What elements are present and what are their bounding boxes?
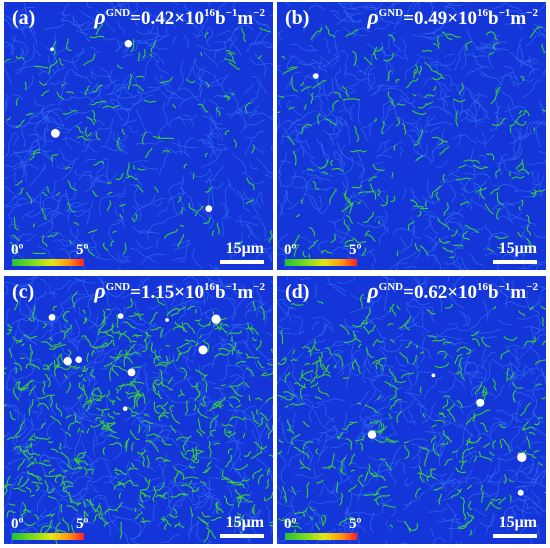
kam-map-panel-a: (a) ρGND=0.42×1016b−1m−2 0º 5º 15μm — [4, 2, 273, 270]
gnd-density-annotation: ρGND=1.15×1016b−1m−2 — [94, 278, 265, 304]
colorbar-max-label: 5º — [349, 516, 362, 532]
scale-bar-label: 15μm — [225, 514, 264, 531]
gnd-density-annotation: ρGND=0.42×1016b−1m−2 — [94, 4, 265, 30]
non-indexed-spot — [517, 489, 524, 496]
non-indexed-spot — [122, 406, 128, 411]
colorbar-min-label: 0º — [284, 242, 297, 258]
non-indexed-spot — [165, 318, 170, 322]
non-indexed-spot — [124, 40, 132, 48]
colorbar-max-label: 5º — [76, 242, 89, 258]
panel-label: (a) — [12, 7, 36, 29]
misorientation-features — [277, 293, 546, 537]
misorientation-colorbar — [12, 259, 84, 266]
scale-bar — [220, 534, 264, 538]
scale-bar-label: 15μm — [498, 240, 537, 257]
non-indexed-spot — [50, 47, 54, 51]
colorbar-max-label: 5º — [349, 242, 362, 258]
map-background — [4, 2, 273, 270]
gnd-density-annotation: ρGND=0.62×1016b−1m−2 — [367, 278, 538, 304]
non-indexed-spot — [431, 373, 436, 378]
misorientation-features — [4, 23, 273, 257]
kam-map-image — [4, 2, 273, 270]
misorientation-colorbar — [285, 533, 357, 540]
non-indexed-spot — [117, 313, 124, 319]
kam-map-image — [277, 2, 546, 270]
kam-map-panel-b: (b) ρGND=0.49×1016b−1m−2 0º 5º 15μm — [277, 2, 546, 270]
scale-bar-label: 15μm — [225, 240, 264, 257]
non-indexed-spot — [313, 73, 319, 79]
colorbar-min-label: 0º — [11, 516, 24, 532]
misorientation-colorbar — [12, 533, 84, 540]
non-indexed-spot — [517, 452, 527, 462]
panel-label: (d) — [285, 281, 310, 303]
kam-map-image — [277, 276, 546, 544]
scale-bar — [493, 260, 537, 264]
scale-bar-label: 15μm — [498, 514, 537, 531]
non-indexed-spot — [211, 314, 221, 324]
non-indexed-spot — [127, 368, 136, 377]
panel-label: (c) — [12, 281, 35, 303]
non-indexed-spot — [476, 398, 485, 407]
non-indexed-spot — [198, 345, 208, 355]
misorientation-colorbar — [285, 259, 357, 266]
non-indexed-spot — [75, 356, 82, 363]
kam-map-panel-d: (d) ρGND=0.62×1016b−1m−2 0º 5º 15μm — [277, 276, 546, 544]
kam-map-panel-c: (c) ρGND=1.15×1016b−1m−2 0º 5º 15μm — [4, 276, 273, 544]
colorbar-min-label: 0º — [11, 242, 24, 258]
scale-bar — [493, 534, 537, 538]
map-background — [277, 2, 546, 270]
non-indexed-spot — [367, 430, 377, 439]
misorientation-features — [4, 291, 273, 544]
non-indexed-spot — [63, 357, 72, 366]
kam-map-image — [4, 276, 273, 544]
colorbar-max-label: 5º — [76, 516, 89, 532]
misorientation-features — [277, 25, 546, 259]
non-indexed-spot — [48, 314, 56, 321]
panel-label: (b) — [285, 7, 310, 29]
scale-bar — [220, 260, 264, 264]
non-indexed-spot — [205, 205, 213, 213]
grain-boundary-network — [4, 2, 273, 270]
colorbar-min-label: 0º — [284, 516, 297, 532]
non-indexed-spot — [51, 128, 60, 138]
gnd-density-annotation: ρGND=0.49×1016b−1m−2 — [367, 4, 538, 30]
